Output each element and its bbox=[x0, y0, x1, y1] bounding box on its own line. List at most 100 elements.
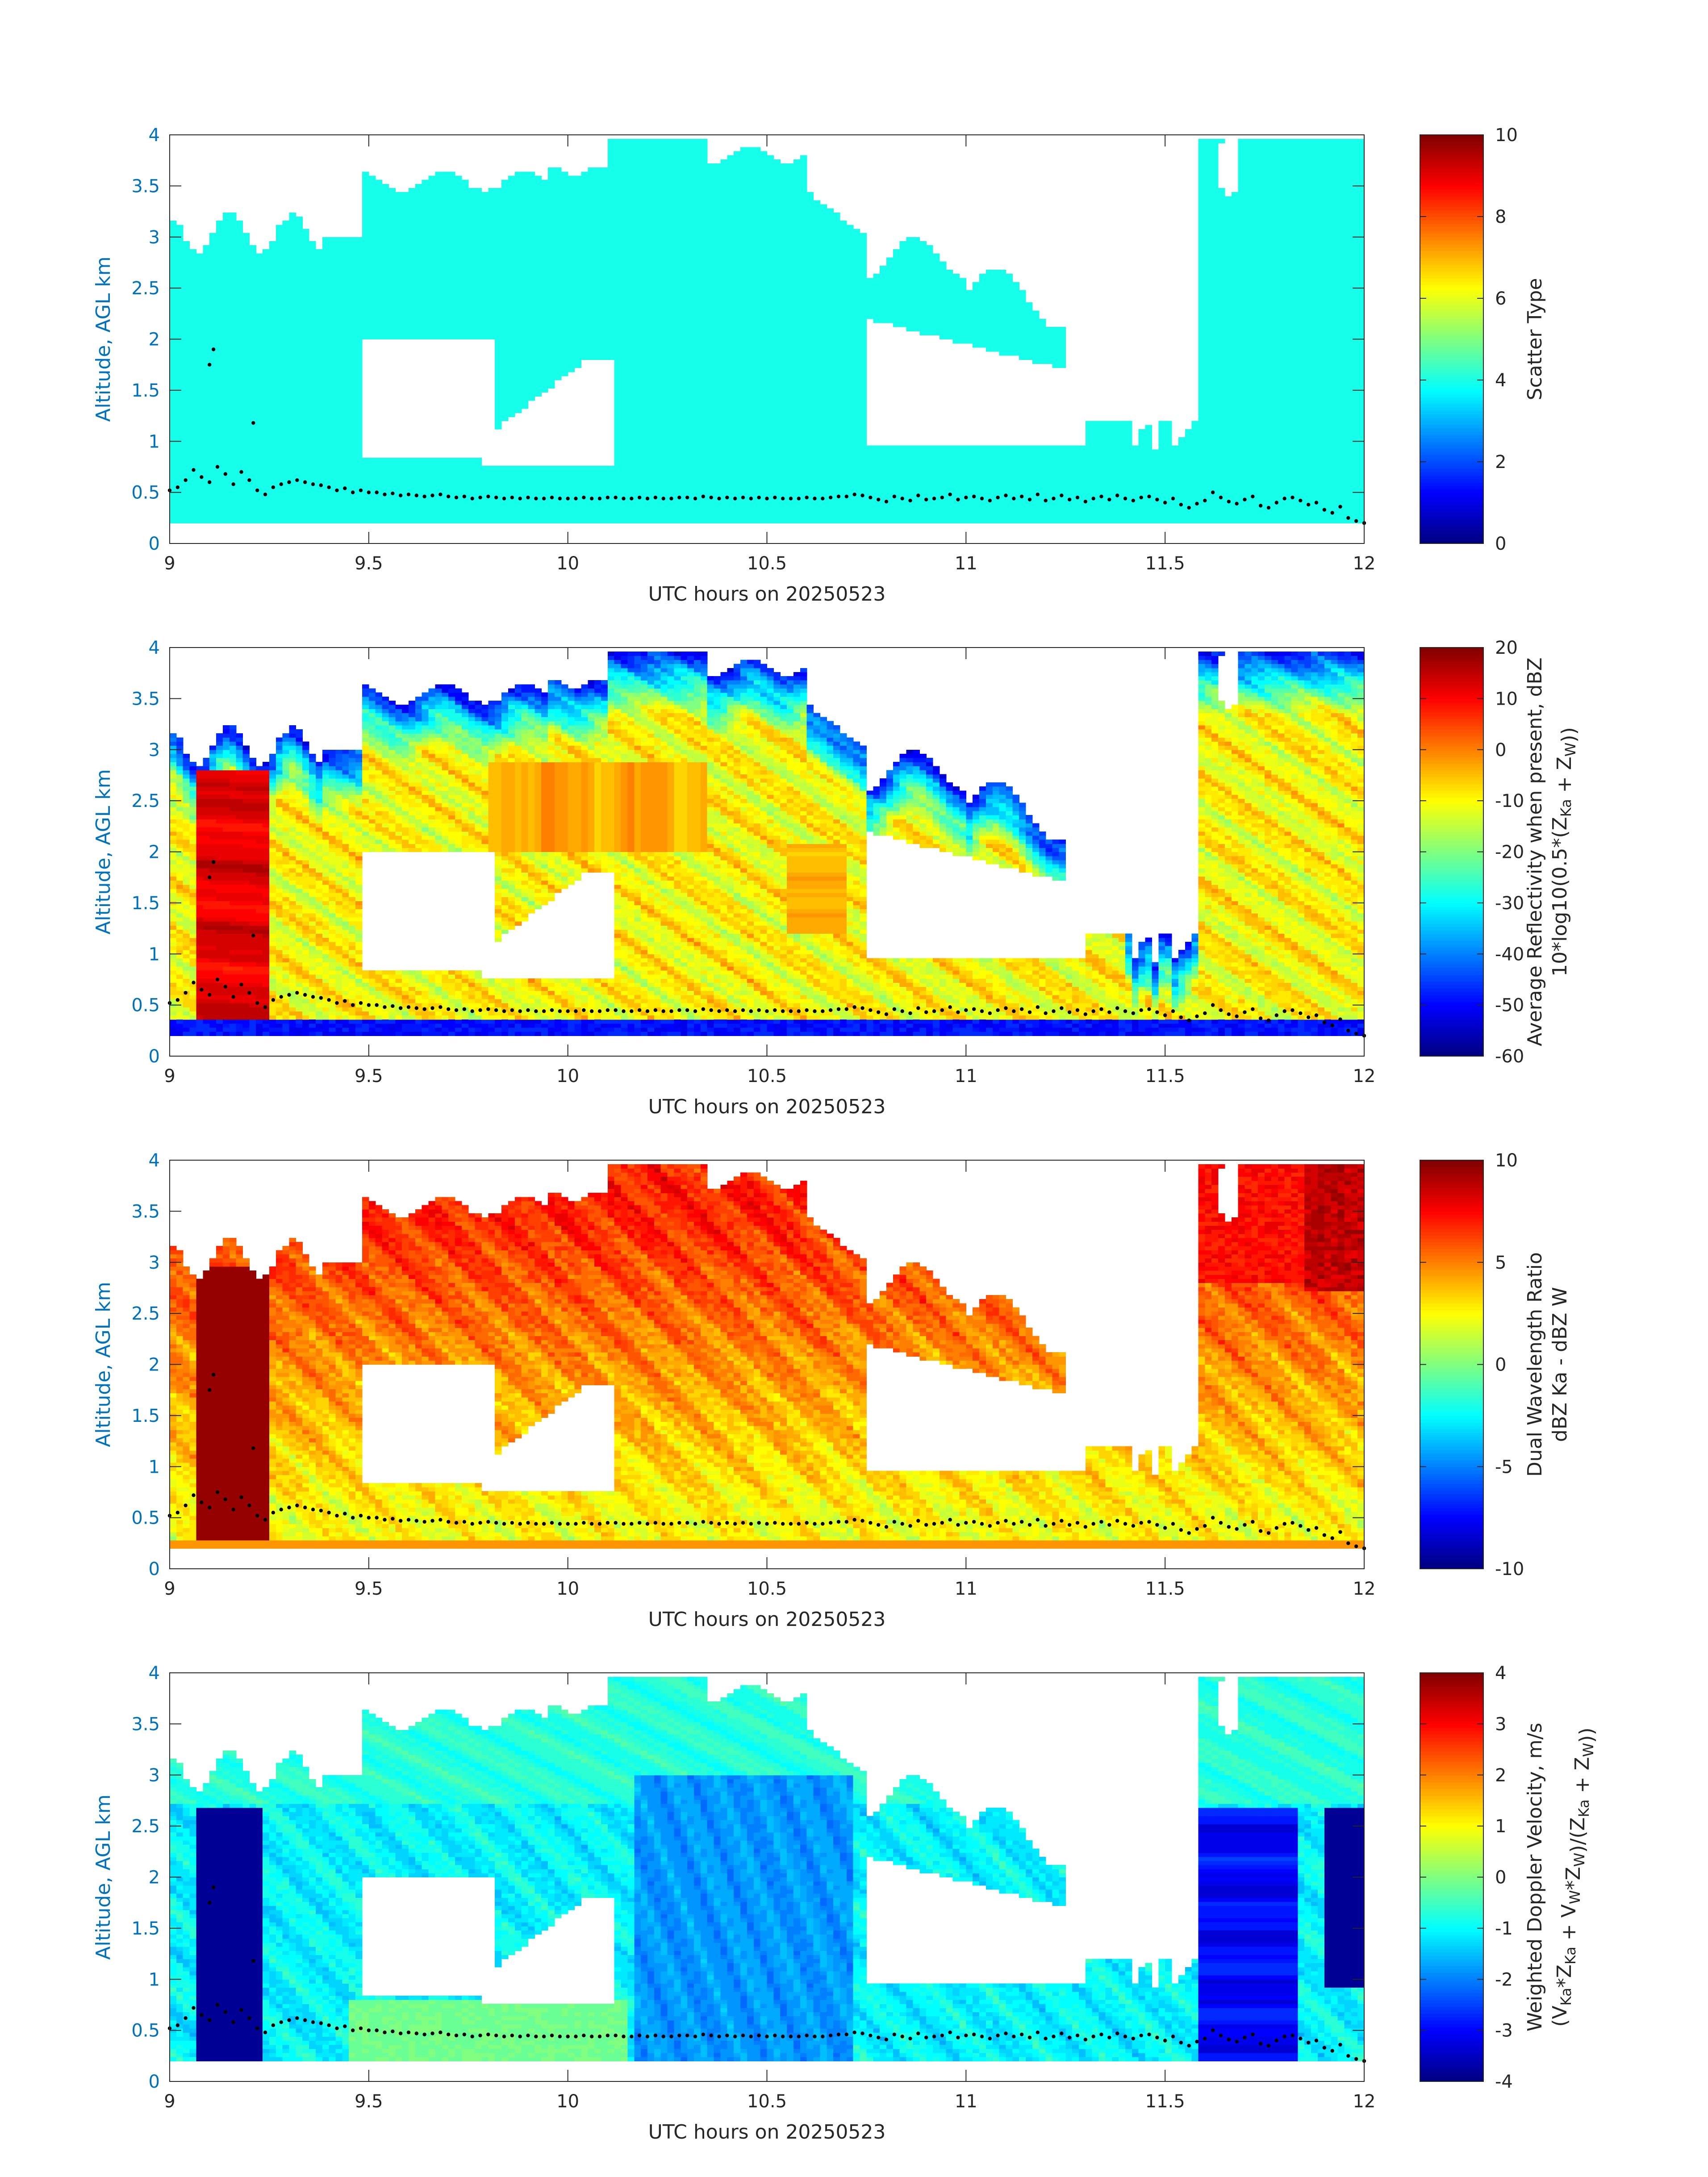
heatmap-cell bbox=[442, 823, 449, 836]
heatmap-cell bbox=[607, 668, 615, 673]
heatmap-cell bbox=[189, 917, 197, 922]
heatmap-cell bbox=[455, 741, 462, 746]
heatmap-cell bbox=[614, 893, 622, 906]
heatmap-cell bbox=[170, 913, 177, 922]
heatmap-cell bbox=[554, 737, 562, 742]
cloud-base-dot bbox=[566, 497, 570, 501]
heatmap-cell bbox=[734, 897, 741, 901]
heatmap-cell bbox=[176, 782, 184, 787]
heatmap-cell bbox=[621, 139, 628, 523]
heatmap-cell bbox=[448, 709, 455, 722]
heatmap-cell bbox=[654, 905, 661, 910]
heatmap-cell bbox=[382, 717, 389, 722]
heatmap-cell bbox=[681, 725, 688, 730]
heatmap-cell bbox=[667, 929, 675, 942]
heatmap-cell bbox=[176, 753, 184, 758]
heatmap-cell bbox=[740, 937, 748, 942]
heatmap-cell bbox=[694, 741, 701, 746]
heatmap-cell bbox=[707, 749, 714, 754]
heatmap-cell bbox=[634, 1019, 641, 1028]
heatmap-cell bbox=[687, 668, 694, 673]
heatmap-cell bbox=[694, 921, 701, 926]
heatmap-cell bbox=[375, 737, 383, 742]
heatmap-cell bbox=[203, 778, 210, 783]
heatmap-cell bbox=[263, 860, 270, 865]
heatmap-cell bbox=[734, 770, 741, 775]
heatmap-cell bbox=[176, 852, 184, 857]
heatmap-cell bbox=[574, 999, 581, 1007]
heatmap-cell bbox=[541, 717, 548, 722]
heatmap-cell bbox=[541, 753, 548, 758]
heatmap-cell bbox=[329, 884, 336, 889]
heatmap-cell bbox=[203, 827, 210, 832]
heatmap-cell bbox=[714, 806, 721, 811]
heatmap-cell bbox=[647, 884, 655, 889]
heatmap-cell bbox=[209, 762, 217, 766]
heatmap-cell bbox=[415, 696, 422, 701]
heatmap-cell bbox=[209, 827, 217, 832]
cloud-base-dot bbox=[876, 497, 881, 501]
heatmap-cell bbox=[694, 660, 701, 673]
heatmap-cell bbox=[222, 1019, 230, 1024]
heatmap-cell bbox=[601, 749, 608, 754]
heatmap-cell bbox=[1119, 421, 1126, 523]
heatmap-cell bbox=[183, 933, 190, 938]
heatmap-cell bbox=[355, 1023, 363, 1028]
heatmap-cell bbox=[727, 729, 734, 734]
heatmap-cell bbox=[415, 753, 422, 758]
heatmap-cell bbox=[548, 737, 555, 742]
heatmap-cell bbox=[176, 974, 184, 979]
heatmap-cell bbox=[461, 457, 469, 523]
colorbar-swatch bbox=[1420, 458, 1483, 462]
cloud-base-dot bbox=[383, 493, 387, 497]
heatmap-cell bbox=[528, 978, 535, 983]
heatmap-cell bbox=[209, 897, 217, 901]
heatmap-cell bbox=[236, 766, 243, 771]
heatmap-cell bbox=[521, 171, 529, 409]
heatmap-cell bbox=[660, 933, 668, 942]
heatmap-cell bbox=[315, 770, 323, 779]
heatmap-cell bbox=[402, 782, 409, 787]
heatmap-cell bbox=[442, 798, 449, 803]
heatmap-cell bbox=[561, 1007, 568, 1016]
heatmap-cell bbox=[694, 872, 701, 877]
heatmap-cell bbox=[521, 994, 529, 999]
heatmap-cell bbox=[362, 741, 369, 746]
heatmap-cell bbox=[335, 840, 342, 848]
heatmap-cell bbox=[222, 860, 230, 865]
heatmap-cell bbox=[296, 974, 303, 979]
heatmap-cell bbox=[409, 188, 416, 340]
heatmap-cell bbox=[422, 758, 429, 766]
heatmap-cell bbox=[667, 941, 675, 946]
heatmap-cell bbox=[687, 852, 694, 857]
heatmap-cell bbox=[309, 872, 316, 877]
heatmap-cell bbox=[734, 758, 741, 762]
heatmap-cell bbox=[601, 1019, 608, 1024]
heatmap-cell bbox=[554, 684, 562, 689]
heatmap-cell bbox=[442, 848, 449, 852]
heatmap-cell bbox=[282, 798, 290, 803]
heatmap-cell bbox=[734, 933, 741, 938]
heatmap-cell bbox=[388, 188, 396, 340]
heatmap-cell bbox=[276, 786, 283, 791]
heatmap-cell bbox=[276, 978, 283, 983]
heatmap-cell bbox=[309, 753, 316, 758]
heatmap-cell bbox=[660, 905, 668, 910]
heatmap-cell bbox=[601, 986, 608, 995]
heatmap-cell bbox=[992, 269, 1000, 352]
heatmap-cell bbox=[335, 880, 342, 885]
colorbar-swatch bbox=[1420, 492, 1483, 496]
heatmap-cell bbox=[375, 986, 383, 991]
heatmap-cell bbox=[216, 741, 223, 746]
heatmap-cell bbox=[448, 844, 455, 852]
heatmap-cell bbox=[189, 770, 197, 775]
heatmap-cell bbox=[315, 860, 323, 865]
heatmap-cell bbox=[654, 701, 661, 705]
heatmap-cell bbox=[183, 1011, 190, 1016]
heatmap-cell bbox=[501, 180, 509, 422]
heatmap-cell bbox=[375, 692, 383, 697]
heatmap-cell bbox=[349, 840, 356, 848]
heatmap-cell bbox=[634, 893, 641, 897]
heatmap-cell bbox=[641, 999, 648, 1003]
heatmap-cell bbox=[276, 806, 283, 815]
